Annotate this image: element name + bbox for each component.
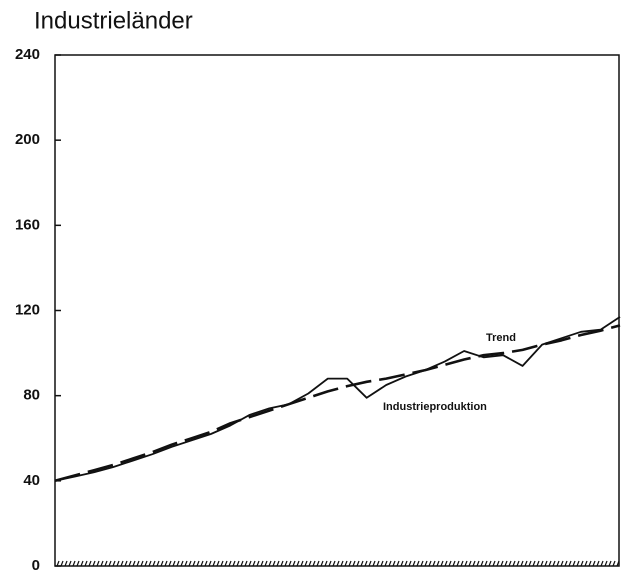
y-tick-label: 40 (23, 472, 40, 489)
y-tick-label: 240 (15, 46, 40, 63)
y-tick-label: 200 (15, 131, 40, 148)
series-label: Industrieproduktion (383, 401, 487, 413)
x-axis-ticks (56, 560, 620, 567)
series-label: Trend (486, 332, 516, 344)
y-tick-label: 160 (15, 216, 40, 233)
plot-frame (54, 54, 620, 567)
y-tick-label: 120 (15, 301, 40, 318)
y-tick-label: 80 (23, 387, 40, 404)
line-series (54, 324, 621, 483)
y-tick-label: 0 (32, 557, 40, 571)
line-series (54, 316, 621, 482)
chart-title: Industrieländer (34, 7, 193, 34)
